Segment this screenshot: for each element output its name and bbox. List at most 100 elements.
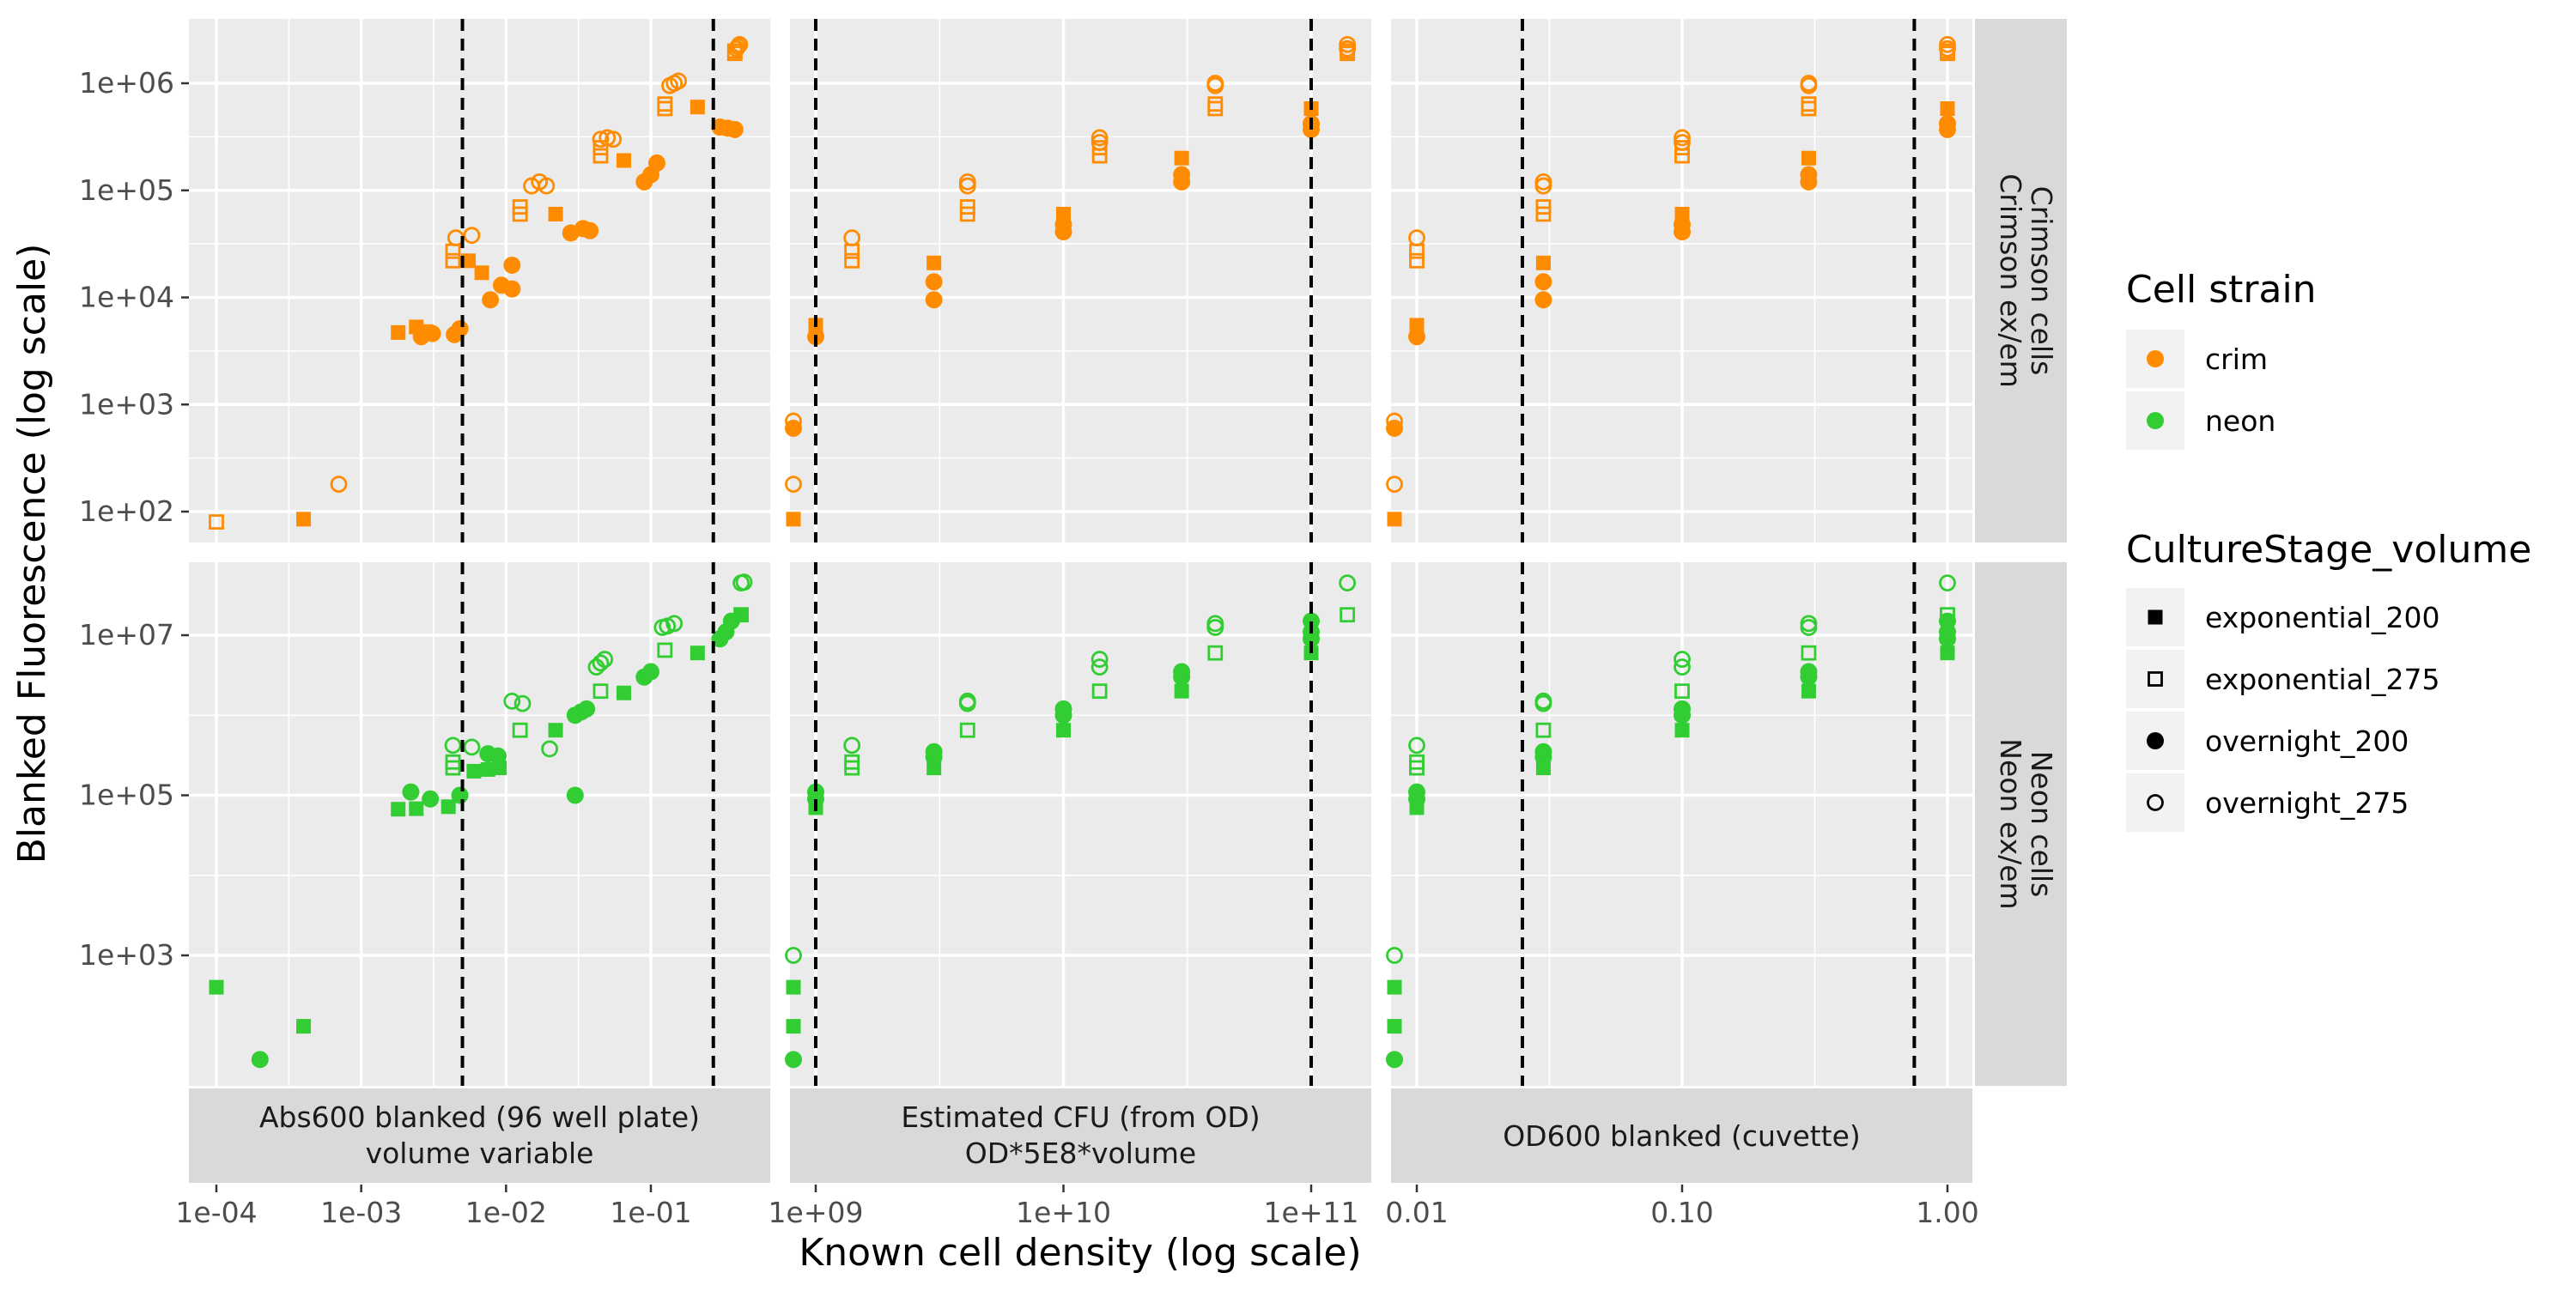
- column-strip-2: Estimated CFU (from OD)OD*5E8*volume: [790, 1088, 1371, 1183]
- data-point: [513, 694, 532, 712]
- data-point: [461, 253, 477, 269]
- series-neon-circle_open-c1: [444, 573, 753, 758]
- data-point: [592, 148, 609, 164]
- data-point: [1056, 723, 1071, 738]
- panel-background: [790, 19, 1371, 542]
- panel-r2-c3: [1391, 562, 1972, 1086]
- legend-key-shape: [2147, 732, 2164, 749]
- data-point: [1339, 35, 1357, 53]
- strip-background: [1391, 1088, 1972, 1183]
- data-point: [786, 979, 801, 995]
- legend-key-background: [2126, 650, 2184, 708]
- row-strip-label: Neon ex/em: [1994, 738, 2027, 909]
- legend-item-label: overnight_200: [2205, 724, 2409, 758]
- series-neon-circle_open-c3: [1386, 574, 1956, 964]
- data-point: [1534, 273, 1552, 291]
- data-point: [503, 280, 521, 298]
- data-point: [844, 252, 860, 269]
- data-point: [1800, 75, 1818, 92]
- data-point: [463, 738, 481, 756]
- data-point: [209, 514, 224, 530]
- legend-item-overnight_275: overnight_275: [2126, 773, 2409, 832]
- x-tick-label: 1e+10: [1016, 1196, 1111, 1229]
- data-point: [1939, 35, 1956, 53]
- data-point: [807, 783, 824, 801]
- legend-item-neon: neon: [2126, 391, 2275, 450]
- row-strip-label: Crimson ex/em: [1994, 173, 2027, 388]
- legend-title-stage: CultureStage_volume: [2126, 528, 2531, 572]
- data-point: [1409, 318, 1425, 333]
- x-tick-label: 1e-03: [320, 1196, 402, 1229]
- data-point: [670, 72, 688, 90]
- data-point: [1409, 754, 1425, 770]
- column-strip-label: OD*5E8*volume: [965, 1136, 1196, 1170]
- data-point: [1408, 229, 1425, 247]
- strip-background: [1975, 19, 2067, 542]
- series-crim-circle_open-c2: [785, 35, 1357, 494]
- data-point: [596, 651, 614, 668]
- data-point: [463, 227, 481, 245]
- legend-key-dot: [2147, 412, 2164, 429]
- data-point: [592, 130, 610, 148]
- data-point: [1800, 663, 1818, 681]
- data-point: [391, 802, 406, 817]
- data-point: [690, 100, 705, 115]
- legend-item-label: neon: [2205, 404, 2275, 438]
- series-crim-circle_open-c1: [330, 35, 749, 494]
- data-point: [1387, 512, 1402, 527]
- data-point: [503, 256, 521, 274]
- data-point: [391, 324, 406, 340]
- column-strip-3: OD600 blanked (cuvette): [1391, 1088, 1972, 1183]
- data-point: [1535, 199, 1552, 215]
- data-point: [843, 229, 861, 247]
- ticks-layer: 1e-04 1e-03 1e-02 1e-01 1e+09 1e+10 1e+11 0.01 0…: [79, 66, 1979, 1229]
- panels-layer: [189, 19, 1972, 1086]
- y-tick-label: 1e+05: [79, 173, 174, 207]
- y-axis-title: Blanked Fluorescence (log scale): [10, 244, 54, 864]
- data-point: [844, 754, 860, 770]
- legend-key-shape: [2147, 794, 2164, 811]
- legend-item-label: overnight_275: [2205, 786, 2409, 820]
- data-point: [296, 512, 312, 527]
- data-point: [1674, 215, 1691, 233]
- data-point: [729, 38, 747, 56]
- data-point: [1173, 663, 1191, 681]
- data-point: [296, 1019, 312, 1034]
- data-point: [1801, 150, 1816, 166]
- column-strip-label: volume variable: [366, 1136, 594, 1170]
- data-point: [1801, 683, 1816, 699]
- data-point: [665, 615, 683, 633]
- data-point: [330, 476, 348, 494]
- legend-key-shape: [2148, 671, 2163, 687]
- data-point: [690, 646, 705, 661]
- x-tick-label: 0.01: [1385, 1196, 1448, 1229]
- data-point: [727, 39, 745, 58]
- data-point: [1674, 723, 1690, 738]
- data-point: [1534, 692, 1552, 710]
- data-point: [786, 1019, 801, 1034]
- column-strip-label: OD600 blanked (cuvette): [1503, 1119, 1861, 1153]
- data-point: [1535, 722, 1552, 738]
- data-point: [480, 761, 495, 777]
- data-point: [1940, 607, 1955, 623]
- data-point: [451, 786, 469, 804]
- data-point: [657, 642, 673, 658]
- series-neon-square_open-c1: [445, 607, 750, 776]
- data-point: [1939, 114, 1956, 132]
- data-point: [1386, 947, 1403, 964]
- data-point: [451, 319, 469, 337]
- data-point: [474, 265, 489, 281]
- data-point: [1800, 615, 1818, 633]
- data-point: [647, 154, 665, 172]
- column-strip-label: Abs600 blanked (96 well plate): [259, 1100, 700, 1134]
- data-point: [1091, 129, 1109, 147]
- data-point: [1387, 1019, 1402, 1034]
- data-point: [1535, 255, 1551, 270]
- data-point: [959, 722, 975, 738]
- data-point: [1206, 615, 1224, 633]
- data-point: [1674, 134, 1691, 151]
- legend-key-shape: [2148, 609, 2163, 625]
- data-point: [1386, 476, 1403, 494]
- data-point: [251, 1051, 269, 1069]
